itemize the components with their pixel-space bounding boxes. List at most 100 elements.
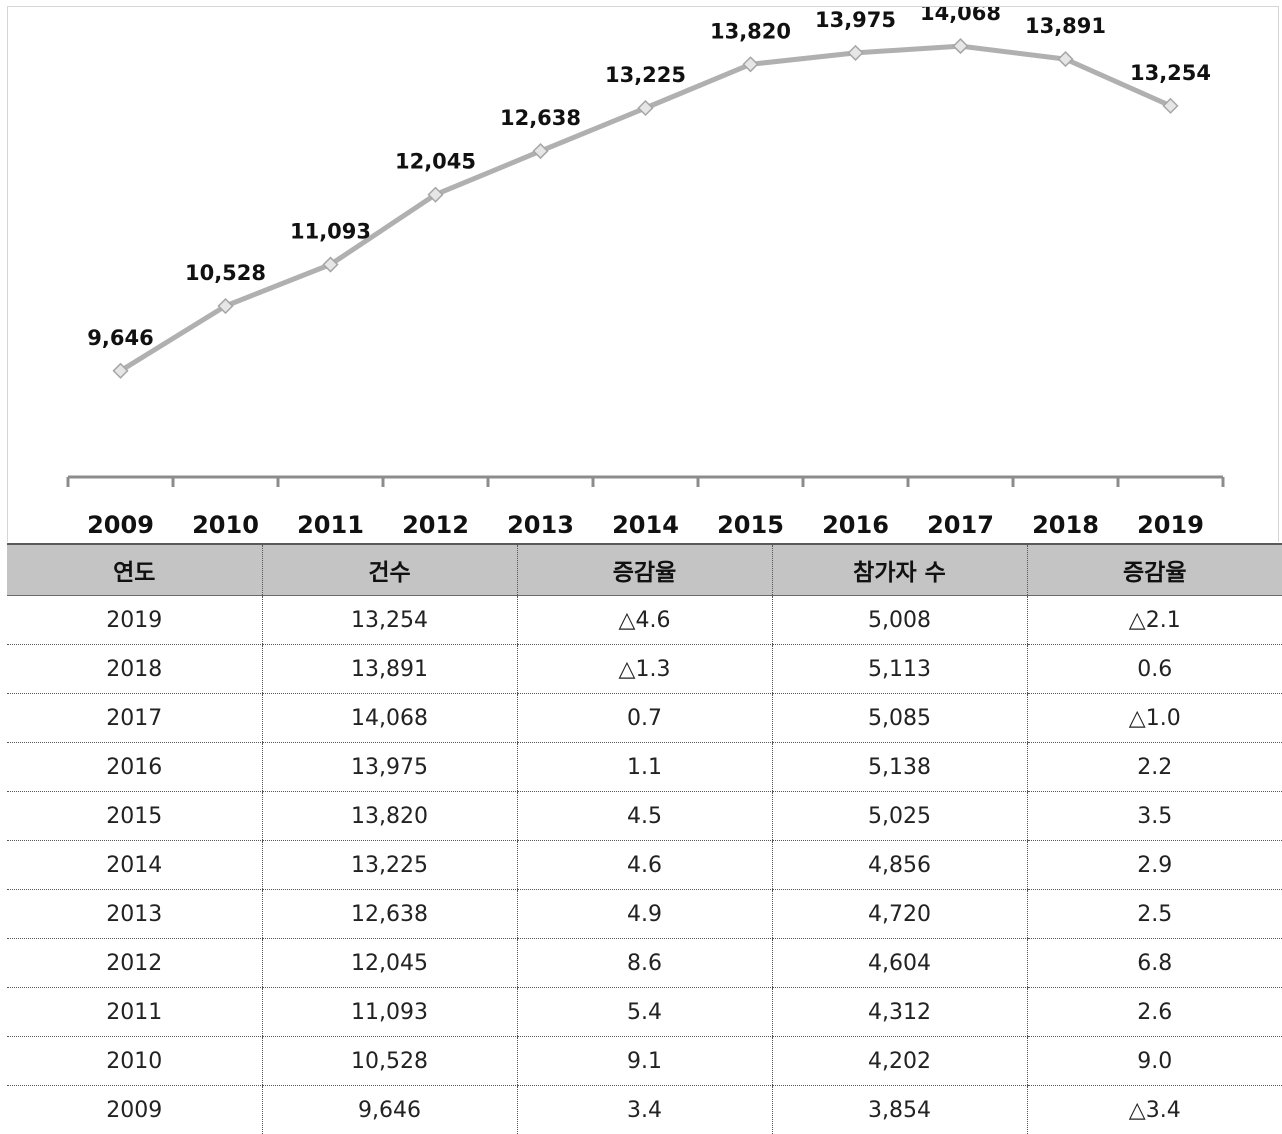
- data-label: 13,225: [605, 63, 686, 87]
- cell-participants-change-rate: △1.0: [1027, 694, 1282, 743]
- cell-count-change-rate: 4.6: [517, 841, 772, 890]
- header-count-change-rate: 증감율: [517, 544, 772, 596]
- cell-year: 2015: [7, 792, 262, 841]
- table-header-row: 연도 건수 증감율 참가자 수 증감율: [7, 544, 1282, 596]
- data-label: 10,528: [185, 261, 266, 285]
- cell-count: 12,045: [262, 939, 517, 988]
- cell-year: 2018: [7, 645, 262, 694]
- data-label: 9,646: [87, 326, 153, 350]
- x-tick-label: 2011: [297, 511, 364, 539]
- cell-count-change-rate: 4.9: [517, 890, 772, 939]
- x-tick-label: 2009: [87, 511, 154, 539]
- cell-count: 13,891: [262, 645, 517, 694]
- cell-year: 2010: [7, 1037, 262, 1086]
- data-label: 12,045: [395, 150, 476, 174]
- data-label: 13,254: [1130, 61, 1211, 85]
- cell-count: 13,975: [262, 743, 517, 792]
- x-tick-label: 2016: [822, 511, 889, 539]
- cell-count: 13,254: [262, 596, 517, 645]
- data-point: [639, 101, 653, 115]
- cell-count-change-rate: 5.4: [517, 988, 772, 1037]
- cell-year: 2019: [7, 596, 262, 645]
- cell-year: 2009: [7, 1086, 262, 1134]
- cell-participants: 4,720: [772, 890, 1027, 939]
- cell-participants: 5,113: [772, 645, 1027, 694]
- cell-participants: 4,604: [772, 939, 1027, 988]
- cell-participants-change-rate: 6.8: [1027, 939, 1282, 988]
- header-count: 건수: [262, 544, 517, 596]
- x-tick-label: 2015: [717, 511, 784, 539]
- x-tick-label: 2013: [507, 511, 574, 539]
- cell-participants-change-rate: 0.6: [1027, 645, 1282, 694]
- cell-year: 2012: [7, 939, 262, 988]
- cell-count: 13,225: [262, 841, 517, 890]
- x-tick-label: 2014: [612, 511, 679, 539]
- cell-count-change-rate: 8.6: [517, 939, 772, 988]
- x-tick-label: 2018: [1032, 511, 1099, 539]
- x-tick-label: 2010: [192, 511, 259, 539]
- cell-count: 9,646: [262, 1086, 517, 1134]
- cell-count: 11,093: [262, 988, 517, 1037]
- cell-count-change-rate: △1.3: [517, 645, 772, 694]
- cell-year: 2017: [7, 694, 262, 743]
- data-point: [534, 144, 548, 158]
- cell-participants-change-rate: 3.5: [1027, 792, 1282, 841]
- cell-count: 10,528: [262, 1037, 517, 1086]
- cell-participants-change-rate: 2.6: [1027, 988, 1282, 1037]
- cell-participants-change-rate: △3.4: [1027, 1086, 1282, 1134]
- cell-count-change-rate: 4.5: [517, 792, 772, 841]
- cell-count-change-rate: 0.7: [517, 694, 772, 743]
- data-point: [954, 39, 968, 53]
- x-tick-label: 2012: [402, 511, 469, 539]
- data-label: 14,068: [920, 7, 1001, 25]
- header-participants-change-rate: 증감율: [1027, 544, 1282, 596]
- cell-participants: 3,854: [772, 1086, 1027, 1134]
- cell-participants-change-rate: 9.0: [1027, 1037, 1282, 1086]
- cell-count-change-rate: 3.4: [517, 1086, 772, 1134]
- cell-count: 14,068: [262, 694, 517, 743]
- cell-participants: 5,008: [772, 596, 1027, 645]
- data-label: 12,638: [500, 106, 581, 130]
- cell-participants: 4,202: [772, 1037, 1027, 1086]
- x-tick-label: 2019: [1137, 511, 1204, 539]
- data-label: 13,975: [815, 8, 896, 32]
- data-label: 13,820: [710, 19, 791, 43]
- data-point: [744, 57, 758, 71]
- cell-participants: 5,085: [772, 694, 1027, 743]
- header-year: 연도: [7, 544, 262, 596]
- cell-participants-change-rate: 2.9: [1027, 841, 1282, 890]
- data-label: 13,891: [1025, 14, 1106, 38]
- cell-count-change-rate: 9.1: [517, 1037, 772, 1086]
- data-point: [849, 46, 863, 60]
- cell-count-change-rate: △4.6: [517, 596, 772, 645]
- x-tick-label: 2017: [927, 511, 994, 539]
- line-chart: 9,646 2009 10,528 2010 11,093 2011 12,045 2012 1…: [8, 7, 1280, 543]
- cell-year: 2016: [7, 743, 262, 792]
- cell-year: 2013: [7, 890, 262, 939]
- data-label: 11,093: [290, 220, 371, 244]
- cell-year: 2014: [7, 841, 262, 890]
- cell-participants-change-rate: 2.2: [1027, 743, 1282, 792]
- cell-count: 12,638: [262, 890, 517, 939]
- cell-participants: 5,025: [772, 792, 1027, 841]
- cell-participants-change-rate: △2.1: [1027, 596, 1282, 645]
- series-line: [121, 46, 1171, 371]
- cell-year: 2011: [7, 988, 262, 1037]
- header-participants: 참가자 수: [772, 544, 1027, 596]
- chart-frame: 9,646 2009 10,528 2010 11,093 2011 12,045 2012 1…: [7, 6, 1279, 542]
- cell-participants-change-rate: 2.5: [1027, 890, 1282, 939]
- cell-count-change-rate: 1.1: [517, 743, 772, 792]
- cell-participants: 4,856: [772, 841, 1027, 890]
